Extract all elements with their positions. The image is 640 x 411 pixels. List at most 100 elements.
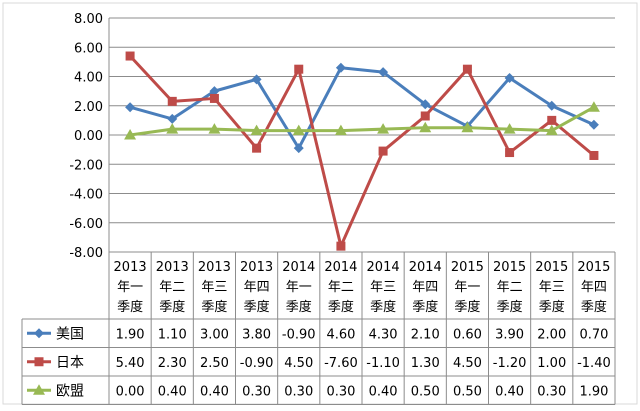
data-table-value: 4.50 bbox=[453, 356, 482, 371]
x-tick-label: 季度 bbox=[244, 299, 270, 315]
data-table-value: -0.90 bbox=[282, 327, 316, 342]
data-point bbox=[167, 113, 178, 124]
x-tick-label: 季度 bbox=[581, 299, 607, 315]
data-table-value: 2.00 bbox=[537, 327, 566, 342]
data-point bbox=[462, 64, 472, 74]
data-point bbox=[503, 123, 516, 134]
data-table-value: 0.30 bbox=[284, 384, 313, 399]
x-tick-label: 季度 bbox=[117, 299, 143, 315]
x-tick-label: 2013 bbox=[240, 260, 273, 275]
x-tick-label: 年二 bbox=[159, 280, 185, 295]
data-table-value: 1.30 bbox=[411, 356, 440, 371]
x-tick-label: 2013 bbox=[114, 260, 147, 275]
data-table-value: 0.50 bbox=[453, 384, 482, 399]
x-tick-label: 季度 bbox=[370, 299, 396, 315]
data-point bbox=[420, 99, 431, 110]
data-table-value: 1.10 bbox=[158, 327, 187, 342]
data-table-value: 0.30 bbox=[326, 384, 355, 399]
y-tick-label: 6.00 bbox=[74, 41, 103, 56]
data-point bbox=[504, 72, 515, 83]
data-point bbox=[545, 124, 558, 136]
x-tick-label: 2013 bbox=[156, 260, 189, 275]
data-point bbox=[209, 86, 220, 97]
data-table-value: 0.40 bbox=[200, 384, 229, 399]
x-tick-label: 年三 bbox=[201, 280, 227, 295]
data-point bbox=[334, 124, 347, 136]
data-table-value: 1.00 bbox=[537, 356, 566, 371]
data-table-value: 0.00 bbox=[116, 384, 145, 399]
legend-label: 日本 bbox=[56, 355, 84, 371]
data-point bbox=[167, 96, 177, 106]
data-table-value: 2.10 bbox=[411, 327, 440, 342]
x-tick-label: 2015 bbox=[493, 260, 526, 275]
data-point bbox=[125, 102, 136, 113]
data-point bbox=[378, 146, 388, 156]
x-tick-label: 2013 bbox=[198, 260, 231, 275]
data-table-value: 0.70 bbox=[579, 327, 608, 342]
data-point bbox=[293, 143, 304, 154]
data-table-value: 0.60 bbox=[453, 327, 482, 342]
data-point bbox=[335, 62, 346, 73]
data-point bbox=[166, 123, 179, 134]
x-tick-label: 季度 bbox=[539, 299, 565, 315]
x-tick-label: 2014 bbox=[324, 260, 357, 275]
x-tick-label: 季度 bbox=[412, 299, 438, 315]
series-line-美国 bbox=[129, 66, 595, 150]
data-point bbox=[252, 143, 262, 153]
y-tick-label: -4.00 bbox=[69, 188, 103, 203]
x-tick-label: 年一 bbox=[454, 280, 480, 295]
data-point bbox=[547, 115, 557, 125]
data-table-value: -1.10 bbox=[366, 356, 400, 371]
data-point bbox=[587, 101, 600, 112]
data-table-value: 4.30 bbox=[369, 327, 398, 342]
data-table-value: 2.30 bbox=[158, 356, 187, 371]
data-point bbox=[208, 123, 221, 134]
y-tick-label: -6.00 bbox=[69, 217, 103, 232]
x-tick-label: 2015 bbox=[577, 260, 610, 275]
data-table-value: -1.20 bbox=[493, 356, 527, 371]
x-tick-label: 年三 bbox=[539, 280, 565, 295]
x-tick-label: 年二 bbox=[328, 280, 354, 295]
legend-label: 美国 bbox=[56, 326, 84, 342]
x-tick-label: 年三 bbox=[370, 280, 396, 295]
x-tick-label: 年二 bbox=[497, 280, 523, 295]
x-tick-label: 2014 bbox=[282, 260, 315, 275]
data-table-value: 0.40 bbox=[158, 384, 187, 399]
y-tick-label: 4.00 bbox=[74, 71, 103, 86]
legend-label: 欧盟 bbox=[56, 383, 84, 399]
data-table-value: 0.30 bbox=[537, 384, 566, 399]
data-point bbox=[378, 67, 389, 78]
series-line-欧盟 bbox=[129, 105, 595, 137]
x-tick-label: 季度 bbox=[201, 299, 227, 315]
x-tick-label: 年一 bbox=[286, 280, 312, 295]
data-point bbox=[292, 124, 305, 136]
x-tick-label: 季度 bbox=[454, 299, 480, 315]
data-point bbox=[124, 129, 137, 140]
legend-key-marker bbox=[34, 328, 44, 339]
y-tick-label: -2.00 bbox=[69, 158, 103, 173]
x-tick-label: 季度 bbox=[328, 299, 354, 315]
x-tick-label: 2015 bbox=[451, 260, 484, 275]
data-point bbox=[505, 148, 515, 158]
data-table-value: 0.40 bbox=[495, 384, 524, 399]
data-point bbox=[588, 119, 599, 130]
data-point bbox=[250, 124, 263, 136]
data-table-value: -0.90 bbox=[240, 356, 274, 371]
legend-key-marker bbox=[33, 384, 45, 395]
y-tick-label: 8.00 bbox=[74, 12, 103, 27]
series-line-日本 bbox=[128, 55, 595, 248]
legend-key-marker bbox=[34, 357, 44, 367]
data-point bbox=[377, 123, 390, 134]
data-point bbox=[294, 64, 304, 74]
data-table-value: 0.50 bbox=[411, 384, 440, 399]
x-tick-label: 2014 bbox=[409, 260, 442, 275]
x-tick-label: 年四 bbox=[412, 280, 438, 295]
data-point bbox=[420, 111, 430, 121]
data-point bbox=[251, 74, 262, 85]
data-table-value: 3.80 bbox=[242, 327, 271, 342]
data-table-value: 1.90 bbox=[579, 384, 608, 399]
y-tick-label: -8.00 bbox=[69, 246, 103, 261]
data-point bbox=[546, 100, 557, 111]
